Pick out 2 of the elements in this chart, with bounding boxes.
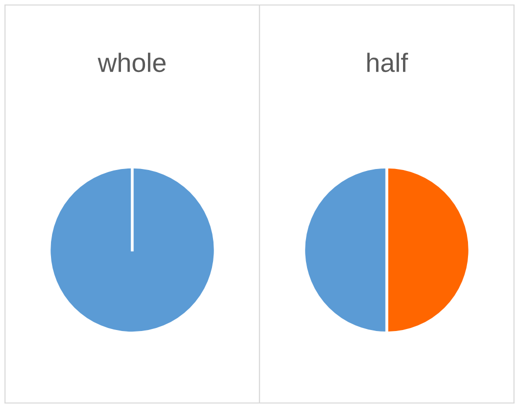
- chart-title: whole: [98, 52, 166, 72]
- chart-title: half: [367, 52, 408, 72]
